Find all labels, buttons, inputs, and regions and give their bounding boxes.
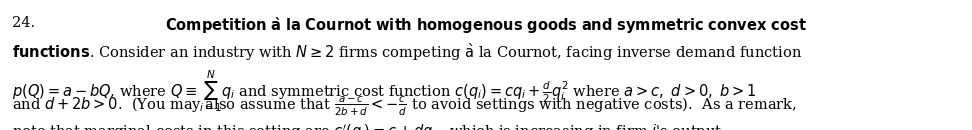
Text: $\mathbf{functions}$. Consider an industry with $N \geq 2$ firms competing $\gra: $\mathbf{functions}$. Consider an indust… — [12, 42, 802, 63]
Text: note that marginal costs in this setting are $c'(q_i) = c + dq_i$ , which is inc: note that marginal costs in this setting… — [12, 122, 725, 130]
Text: $p(Q) = a - bQ$, where $Q \equiv \sum_{i=1}^{N} q_i$ and symmetric cost function: $p(Q) = a - bQ$, where $Q \equiv \sum_{i… — [12, 69, 756, 114]
Text: 24.: 24. — [12, 16, 35, 30]
Text: and $d + 2b > 0$.  (You may also assume that $\frac{a-c}{2b+d} < -\frac{c}{d}$ t: and $d + 2b > 0$. (You may also assume t… — [12, 95, 797, 118]
Text: $\mathbf{Competition\ \grave{a}\ la\ Cournot\ with\ homogenous\ goods\ and\ symm: $\mathbf{Competition\ \grave{a}\ la\ Cou… — [165, 16, 807, 36]
